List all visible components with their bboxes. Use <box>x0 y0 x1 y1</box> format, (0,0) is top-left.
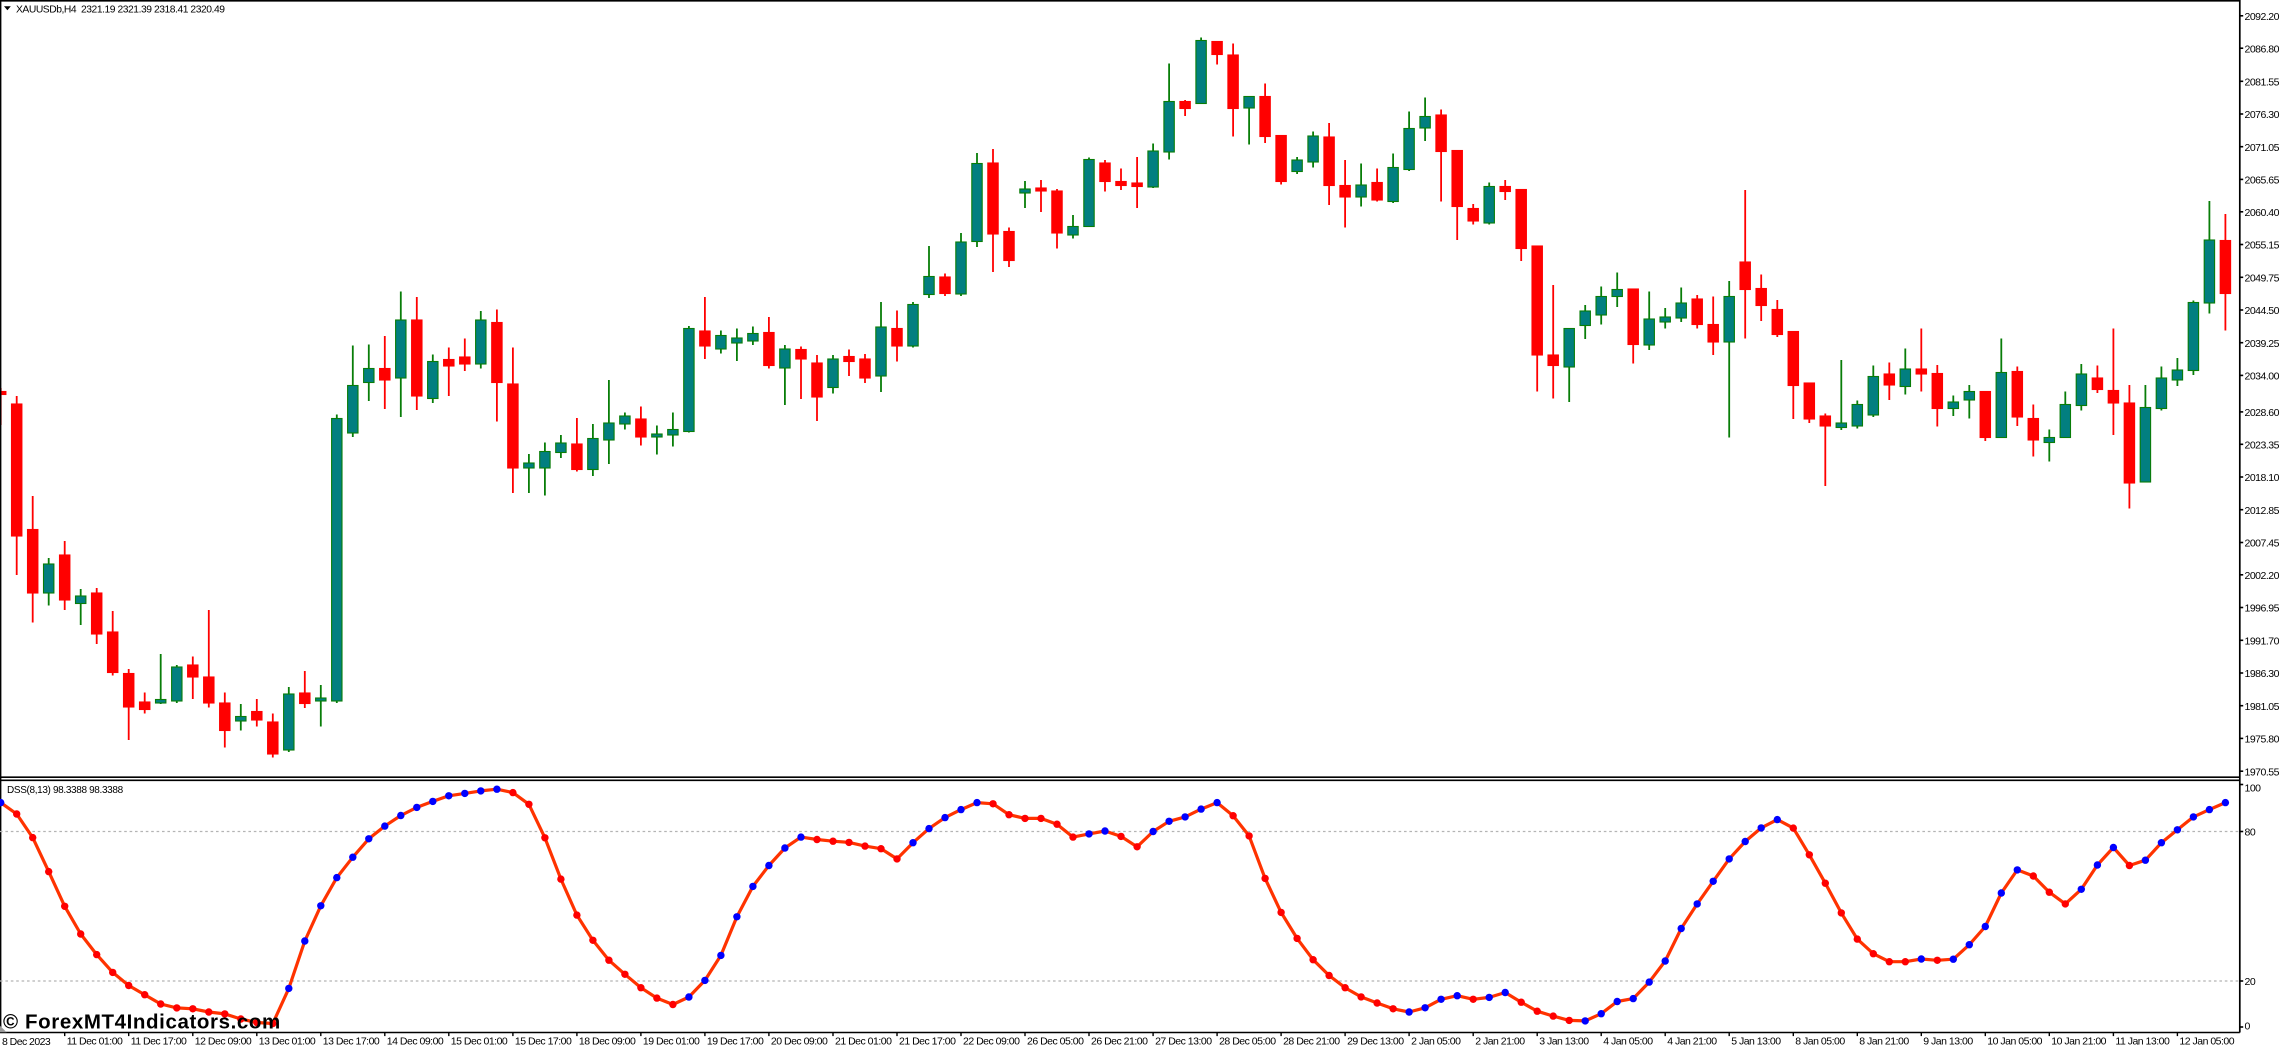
svg-text:2076.30: 2076.30 <box>2245 109 2280 121</box>
svg-text:DSS(8,13) 98.3388 98.3388: DSS(8,13) 98.3388 98.3388 <box>7 785 124 796</box>
svg-text:2 Jan 05:00: 2 Jan 05:00 <box>1411 1036 1461 1048</box>
svg-text:2081.55: 2081.55 <box>2245 77 2280 89</box>
svg-text:2092.20: 2092.20 <box>2245 11 2280 23</box>
svg-text:2028.60: 2028.60 <box>2245 407 2280 419</box>
svg-text:8 Jan 05:00: 8 Jan 05:00 <box>1795 1036 1845 1048</box>
svg-text:13 Dec 17:00: 13 Dec 17:00 <box>323 1036 380 1048</box>
svg-text:26 Dec 21:00: 26 Dec 21:00 <box>1091 1036 1148 1048</box>
svg-text:14 Dec 09:00: 14 Dec 09:00 <box>387 1036 444 1048</box>
svg-text:100: 100 <box>2245 783 2262 795</box>
svg-text:13 Dec 01:00: 13 Dec 01:00 <box>259 1036 316 1048</box>
svg-text:21 Dec 17:00: 21 Dec 17:00 <box>899 1036 956 1048</box>
svg-text:19 Dec 01:00: 19 Dec 01:00 <box>643 1036 700 1048</box>
svg-text:4 Jan 05:00: 4 Jan 05:00 <box>1603 1036 1653 1048</box>
svg-text:1986.30: 1986.30 <box>2245 668 2280 680</box>
svg-text:5 Jan 13:00: 5 Jan 13:00 <box>1731 1036 1781 1048</box>
svg-text:29 Dec 13:00: 29 Dec 13:00 <box>1347 1036 1404 1048</box>
svg-text:1981.05: 1981.05 <box>2245 701 2280 713</box>
svg-text:4 Jan 21:00: 4 Jan 21:00 <box>1667 1036 1717 1048</box>
svg-text:15 Dec 01:00: 15 Dec 01:00 <box>451 1036 508 1048</box>
svg-text:8 Dec 2023: 8 Dec 2023 <box>2 1036 51 1048</box>
svg-text:26 Dec 05:00: 26 Dec 05:00 <box>1027 1036 1084 1048</box>
svg-text:9 Jan 13:00: 9 Jan 13:00 <box>1923 1036 1973 1048</box>
svg-text:21 Dec 01:00: 21 Dec 01:00 <box>835 1036 892 1048</box>
svg-text:2 Jan 21:00: 2 Jan 21:00 <box>1475 1036 1525 1048</box>
svg-text:2034.00: 2034.00 <box>2245 371 2280 383</box>
svg-text:2071.05: 2071.05 <box>2245 142 2280 154</box>
svg-text:20 Dec 09:00: 20 Dec 09:00 <box>771 1036 828 1048</box>
svg-text:2018.10: 2018.10 <box>2245 472 2280 484</box>
svg-text:XAUUSDb,H4 2321.19 2321.39 23: XAUUSDb,H4 2321.19 2321.39 2318.41 2320.… <box>16 4 225 15</box>
svg-text:8 Jan 21:00: 8 Jan 21:00 <box>1859 1036 1909 1048</box>
svg-text:18 Dec 09:00: 18 Dec 09:00 <box>579 1036 636 1048</box>
svg-text:12 Dec 09:00: 12 Dec 09:00 <box>195 1036 252 1048</box>
svg-text:2065.65: 2065.65 <box>2245 175 2280 187</box>
svg-text:1996.95: 1996.95 <box>2245 603 2280 615</box>
svg-text:1975.80: 1975.80 <box>2245 734 2280 746</box>
svg-text:22 Dec 09:00: 22 Dec 09:00 <box>963 1036 1020 1048</box>
svg-text:1970.55: 1970.55 <box>2245 766 2280 778</box>
svg-text:11 Dec 01:00: 11 Dec 01:00 <box>67 1036 123 1048</box>
svg-text:11 Dec 17:00: 11 Dec 17:00 <box>131 1036 187 1048</box>
svg-text:2039.25: 2039.25 <box>2245 338 2280 350</box>
svg-text:20: 20 <box>2245 976 2256 988</box>
svg-text:10 Jan 05:00: 10 Jan 05:00 <box>1987 1036 2042 1048</box>
svg-text:2086.80: 2086.80 <box>2245 43 2280 55</box>
svg-text:2044.50: 2044.50 <box>2245 305 2280 317</box>
svg-text:11 Jan 13:00: 11 Jan 13:00 <box>2115 1036 2170 1048</box>
svg-text:2007.45: 2007.45 <box>2245 538 2280 550</box>
svg-text:19 Dec 17:00: 19 Dec 17:00 <box>707 1036 764 1048</box>
svg-text:10 Jan 21:00: 10 Jan 21:00 <box>2051 1036 2106 1048</box>
svg-text:0: 0 <box>2245 1021 2251 1033</box>
svg-text:1991.70: 1991.70 <box>2245 636 2280 648</box>
svg-text:27 Dec 13:00: 27 Dec 13:00 <box>1155 1036 1212 1048</box>
svg-text:15 Dec 17:00: 15 Dec 17:00 <box>515 1036 572 1048</box>
svg-text:2055.15: 2055.15 <box>2245 240 2280 252</box>
svg-text:© ForexMT4Indicators.com: © ForexMT4Indicators.com <box>3 1011 281 1034</box>
svg-text:2002.20: 2002.20 <box>2245 570 2280 582</box>
svg-text:2023.35: 2023.35 <box>2245 440 2280 452</box>
svg-text:12 Jan 05:00: 12 Jan 05:00 <box>2179 1036 2234 1048</box>
svg-text:80: 80 <box>2245 827 2256 839</box>
svg-text:2012.85: 2012.85 <box>2245 505 2280 517</box>
svg-text:2060.40: 2060.40 <box>2245 207 2280 219</box>
svg-text:28 Dec 05:00: 28 Dec 05:00 <box>1219 1036 1276 1048</box>
svg-text:28 Dec 21:00: 28 Dec 21:00 <box>1283 1036 1340 1048</box>
svg-text:3 Jan 13:00: 3 Jan 13:00 <box>1539 1036 1589 1048</box>
svg-text:2049.75: 2049.75 <box>2245 273 2280 285</box>
